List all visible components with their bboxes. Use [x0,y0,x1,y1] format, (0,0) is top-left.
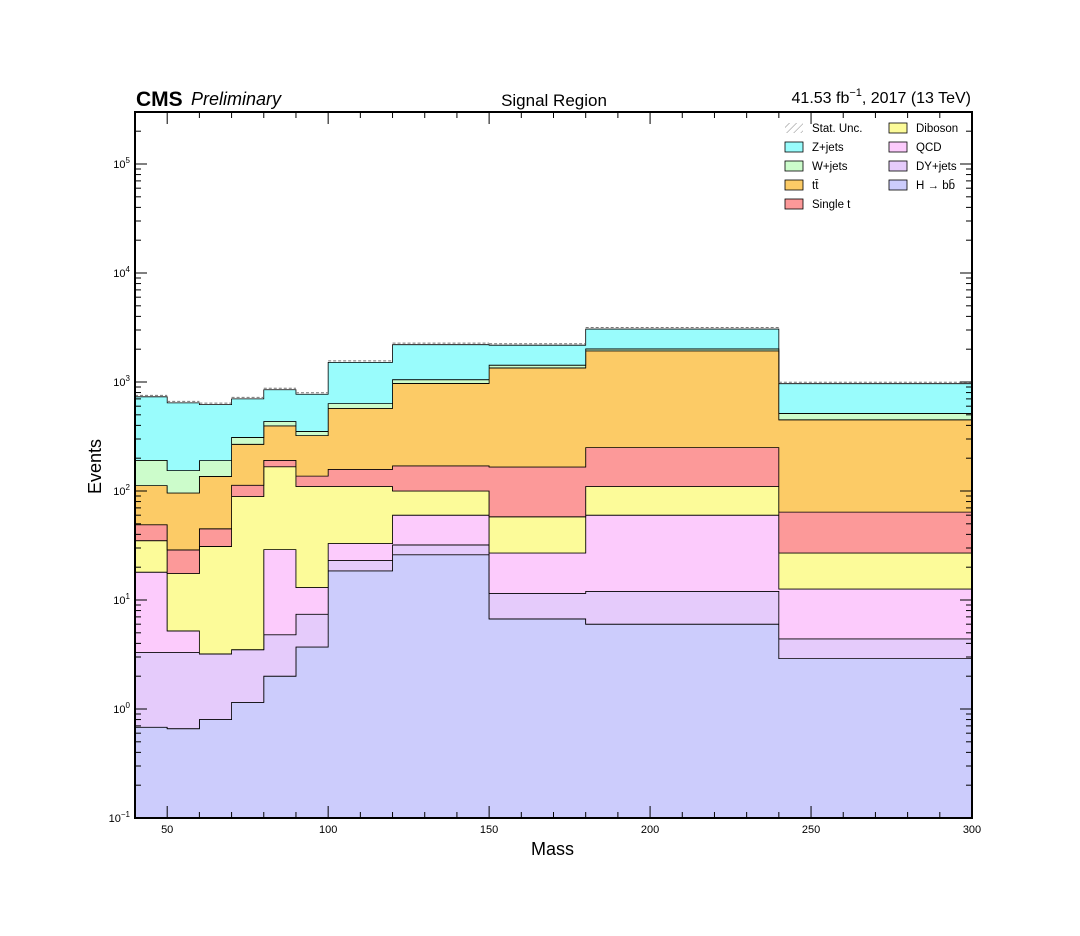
y-tick-label: 100 [113,701,130,716]
legend-label: Diboson [916,123,958,135]
legend-label: H → bb̄ [916,179,955,192]
y-tick-label: 104 [113,265,130,280]
luminosity-label: 41.53 fb−1, 2017 (13 TeV) [792,87,971,107]
legend-label: tt̄ [812,180,819,192]
legend-swatch [888,179,908,191]
stat-unc-band [135,327,972,404]
y-tick-exponent: 4 [126,265,131,274]
y-tick-exponent: 1 [126,592,131,601]
x-tick-labels: 50 100 150 200 250 300 [161,824,981,836]
y-tick-label: 102 [113,483,130,498]
uncertainty-layer [135,327,972,404]
plot-frame [134,111,973,819]
legend-item: Stat. Unc. [785,123,863,135]
y-tick-label: 103 [113,374,130,389]
legend-label: Stat. Unc. [812,123,863,135]
y-tick-label: 10−1 [109,810,131,825]
y-tick-base: 10 [113,377,125,389]
legend-label: Single t [812,199,851,211]
y-tick-label: 101 [113,592,130,607]
legend-label: Z+jets [812,142,844,154]
legend-swatch [784,160,804,172]
x-tick-label: 100 [319,824,337,836]
x-axis-label: Mass [531,839,574,859]
legend-label: QCD [916,142,942,154]
legend-swatch [888,160,908,172]
legend-item: Z+jets [784,141,844,154]
y-tick-label: 105 [113,156,130,171]
legend-item: H → bb̄ [888,179,955,192]
legend-swatch [784,179,804,191]
y-tick-base: 10 [113,486,125,498]
x-tick-label: 250 [802,824,820,836]
legend-item: Diboson [888,122,958,135]
legend-swatch [784,198,804,210]
x-tick-label: 150 [480,824,498,836]
legend-item: tt̄ [784,179,819,192]
x-tick-label: 300 [963,824,981,836]
y-tick-base: 10 [113,704,125,716]
legend: Stat. Unc. Z+jets W+jets tt̄ Single t Diboson… [784,122,958,211]
status-label: Preliminary [191,89,282,109]
stack-layer [134,328,973,819]
y-tick-exponent: 3 [126,374,131,383]
y-tick-base: 10 [113,159,125,171]
legend-label: W+jets [812,161,848,173]
lumi-value: 41.53 fb [792,90,850,107]
legend-swatch [784,141,804,153]
legend-label: DY+jets [916,161,957,173]
y-tick-base: 10 [113,595,125,607]
x-tick-label: 200 [641,824,659,836]
experiment-label: CMS [136,88,183,111]
y-tick-exponent: 2 [126,483,131,492]
y-tick-exponent: −1 [121,810,131,819]
y-axis-label: Events [85,439,105,494]
y-tick-exponent: 5 [126,156,131,165]
lumi-rest: , 2017 (13 TeV) [862,90,971,107]
legend-item: DY+jets [888,160,957,173]
y-tick-base: 10 [109,813,121,825]
legend-item: QCD [888,141,942,154]
y-tick-exponent: 0 [126,701,131,710]
lumi-exponent: −1 [849,87,862,99]
y-tick-base: 10 [113,268,125,280]
x-tick-label: 50 [161,824,173,836]
legend-swatch [785,123,803,133]
legend-item: Single t [784,198,851,211]
chart-title: Signal Region [501,91,607,110]
legend-item: W+jets [784,160,848,173]
legend-swatch [888,141,908,153]
legend-swatch [888,122,908,134]
